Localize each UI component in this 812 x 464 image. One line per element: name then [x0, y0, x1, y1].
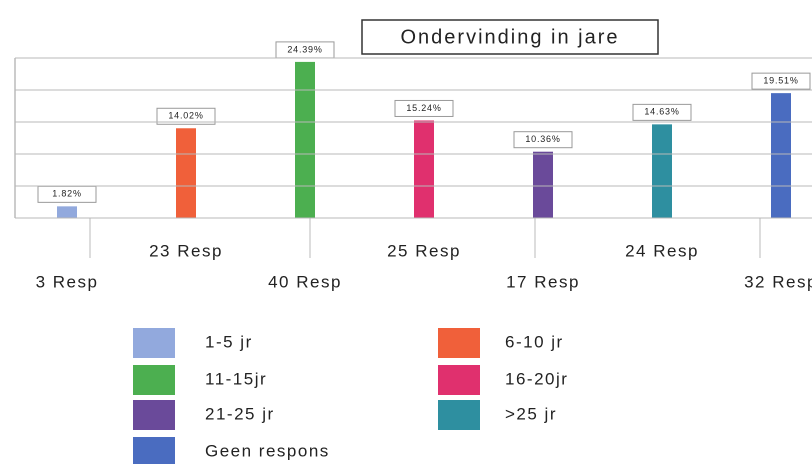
bar — [176, 128, 196, 218]
x-tick-label: 17 Resp — [506, 272, 580, 291]
legend-swatch — [133, 437, 175, 464]
value-label-box — [513, 131, 573, 149]
legend-label: 1-5 jr — [205, 332, 253, 351]
bar — [533, 151, 553, 218]
value-label: 14.02% — [168, 111, 203, 121]
value-label: 14.63% — [644, 107, 679, 117]
legend-swatch — [438, 328, 480, 358]
bar — [771, 93, 791, 218]
legend-swatch — [133, 328, 175, 358]
bar — [414, 120, 434, 218]
x-tick-label: 3 Resp — [36, 272, 99, 291]
bar — [652, 124, 672, 218]
value-label-box — [156, 107, 216, 125]
legend-swatch — [438, 365, 480, 395]
legend-label: >25 jr — [505, 404, 557, 423]
value-label: 15.24% — [406, 103, 441, 113]
value-label-box — [394, 99, 454, 117]
legend-label: 11-15jr — [205, 369, 267, 388]
title-box — [361, 19, 659, 55]
value-label: 10.36% — [525, 134, 560, 144]
value-label-box — [751, 72, 811, 90]
bar — [295, 61, 315, 219]
x-tick-label: 32 Resp — [744, 272, 812, 291]
legend-label: 6-10 jr — [505, 332, 564, 351]
legend-swatch — [438, 400, 480, 430]
x-tick-label: 24 Resp — [625, 241, 699, 260]
x-tick-label: 25 Resp — [387, 241, 461, 260]
bar — [57, 206, 77, 218]
legend-swatch — [133, 400, 175, 430]
value-label-box — [632, 103, 692, 121]
value-label: 24.39% — [287, 44, 322, 54]
legend-swatch — [133, 365, 175, 395]
legend-label: Geen respons — [205, 441, 330, 460]
legend-label: 21-25 jr — [205, 404, 275, 423]
chart-title: Ondervinding in jare — [401, 26, 620, 48]
legend-label: 16-20jr — [505, 369, 568, 388]
value-label: 19.51% — [763, 76, 798, 86]
value-label: 1.82% — [52, 189, 82, 199]
x-tick-label: 23 Resp — [149, 241, 223, 260]
x-tick-label: 40 Resp — [268, 272, 342, 291]
